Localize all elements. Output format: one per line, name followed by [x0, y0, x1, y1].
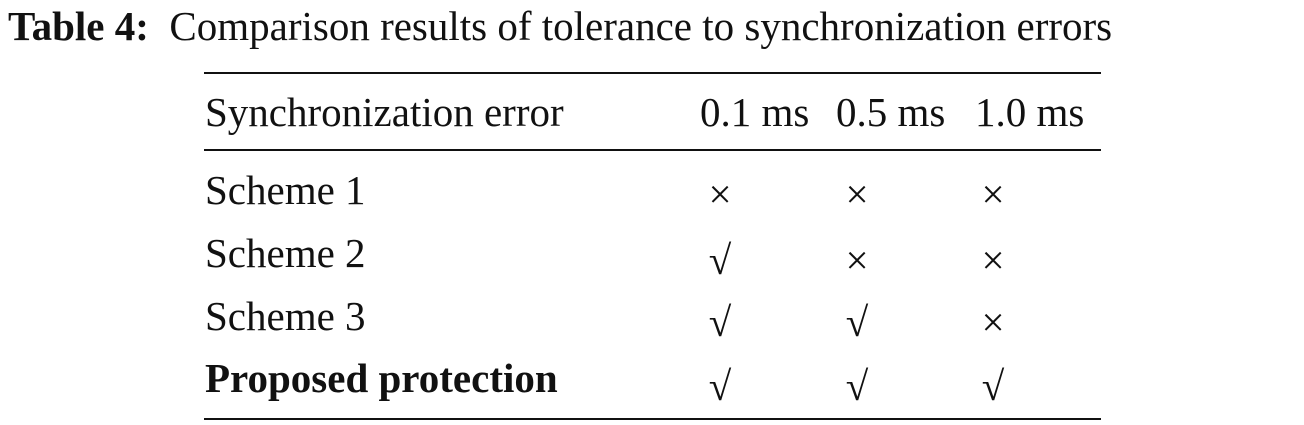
caption-label: Table 4: [8, 3, 149, 49]
caption-text: Comparison results of tolerance to synch… [169, 3, 1113, 49]
cell: √ [845, 363, 869, 409]
header-cell: 0.5 ms [836, 89, 946, 135]
cell: × [845, 171, 869, 217]
row-label: Scheme 1 [205, 167, 366, 213]
cell: × [981, 171, 1005, 217]
cell: √ [845, 299, 869, 345]
header-cell: 1.0 ms [975, 89, 1085, 135]
cell: √ [981, 363, 1005, 409]
top-rule [204, 72, 1101, 74]
cell: × [845, 237, 869, 283]
row-label: Proposed protection [205, 355, 558, 401]
bottom-rule [204, 418, 1101, 420]
cell: × [981, 237, 1005, 283]
cell: × [708, 171, 732, 217]
row-label: Scheme 3 [205, 293, 366, 339]
mid-rule [204, 149, 1101, 151]
cell: √ [708, 299, 732, 345]
cell: √ [708, 363, 732, 409]
header-cell: 0.1 ms [700, 89, 810, 135]
header-cell: Synchronization error [205, 89, 564, 135]
caption: Table 4: Comparison results of tolerance… [8, 2, 1112, 50]
cell: × [981, 299, 1005, 345]
row-label: Scheme 2 [205, 230, 366, 276]
cell: √ [708, 237, 732, 283]
